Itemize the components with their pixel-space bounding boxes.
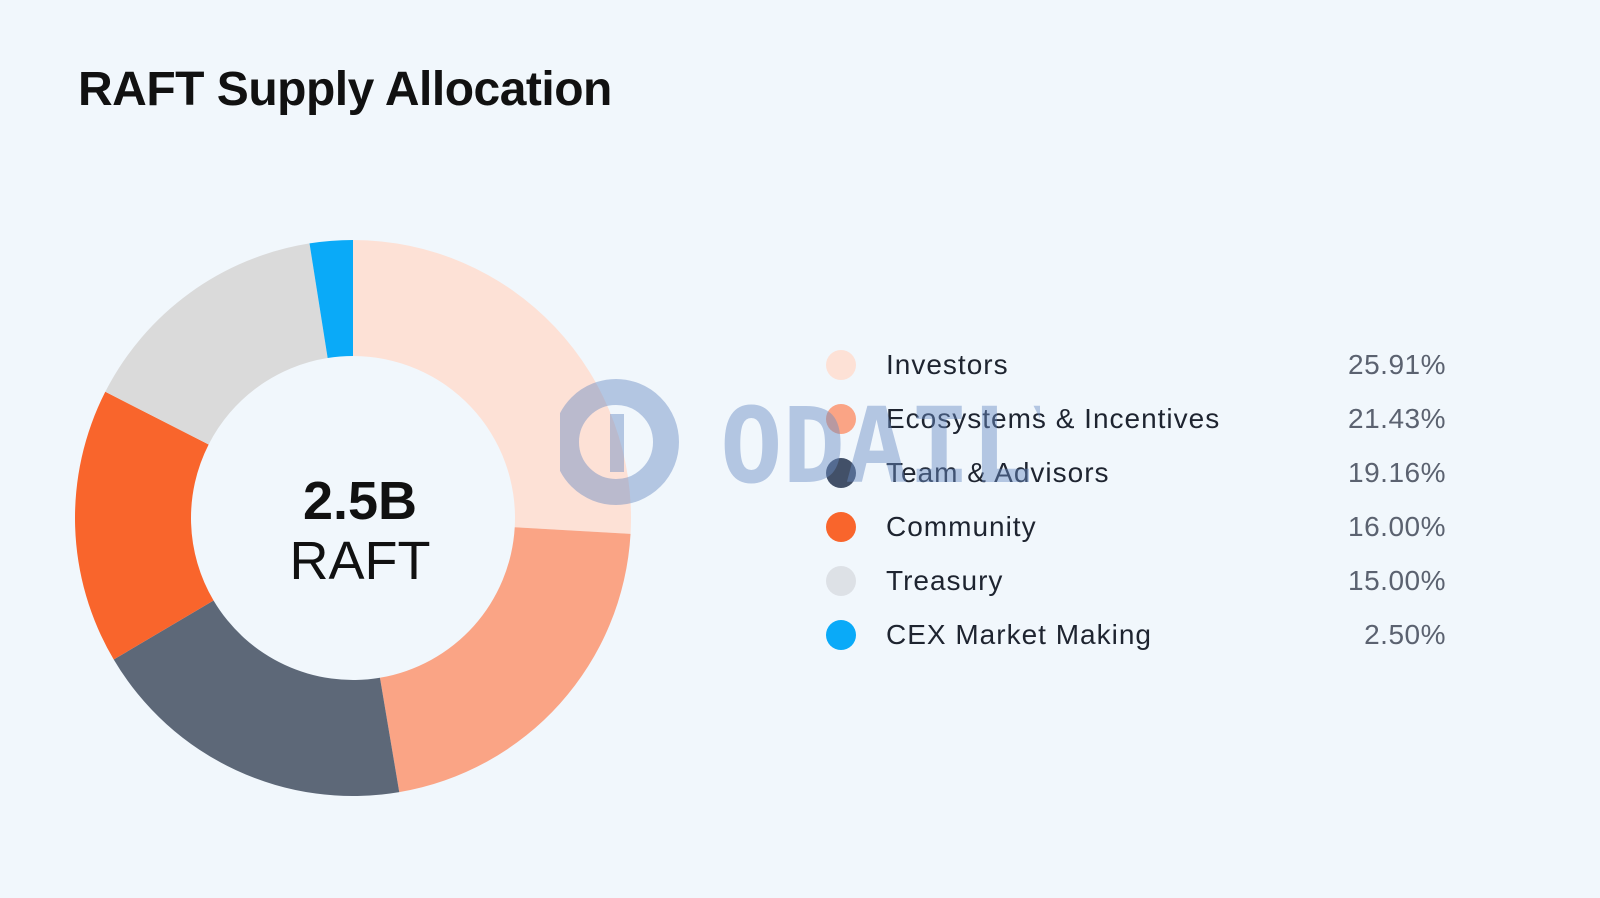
legend-label: Ecosystems & Incentives (886, 403, 1221, 434)
legend-swatch (826, 566, 856, 596)
legend-label: Investors (886, 349, 1009, 380)
donut-slice-treasury (105, 243, 328, 445)
legend-swatch (826, 350, 856, 380)
legend-value: 21.43% (1348, 403, 1446, 434)
legend-label: Treasury (886, 565, 1004, 596)
legend-item-cex-market-making: CEX Market Making 2.50% (826, 608, 1446, 662)
total-supply-amount: 2.5B (302, 471, 418, 531)
legend-swatch (826, 458, 856, 488)
donut-chart (74, 240, 631, 796)
legend-value: 2.50% (1364, 619, 1446, 650)
legend-label: Team & Advisors (886, 457, 1110, 488)
legend: Investors 25.91% Ecosystems & Incentives… (826, 338, 1446, 662)
donut-slice-community (74, 391, 214, 660)
legend-label: Community (886, 511, 1037, 542)
donut-slice-cex-market-making (309, 240, 353, 358)
legend-item-community: Community 16.00% (826, 500, 1446, 554)
chart-title: RAFT Supply Allocation (78, 63, 612, 116)
legend-item-investors: Investors 25.91% (826, 338, 1446, 392)
legend-value: 19.16% (1348, 457, 1446, 488)
legend-swatch (826, 404, 856, 434)
legend-item-team: Team & Advisors 19.16% (826, 446, 1446, 500)
legend-label: CEX Market Making (886, 619, 1152, 650)
legend-item-ecosystems: Ecosystems & Incentives 21.43% (826, 392, 1446, 446)
legend-item-treasury: Treasury 15.00% (826, 554, 1446, 608)
legend-swatch (826, 512, 856, 542)
legend-value: 25.91% (1348, 349, 1446, 380)
donut-slice-team (113, 600, 400, 796)
total-supply-unit: RAFT (289, 531, 431, 591)
legend-swatch (826, 620, 856, 650)
legend-value: 16.00% (1348, 511, 1446, 542)
legend-value: 15.00% (1348, 565, 1446, 596)
donut-slice-ecosystems (379, 527, 631, 793)
donut-slice-investors (353, 240, 631, 534)
